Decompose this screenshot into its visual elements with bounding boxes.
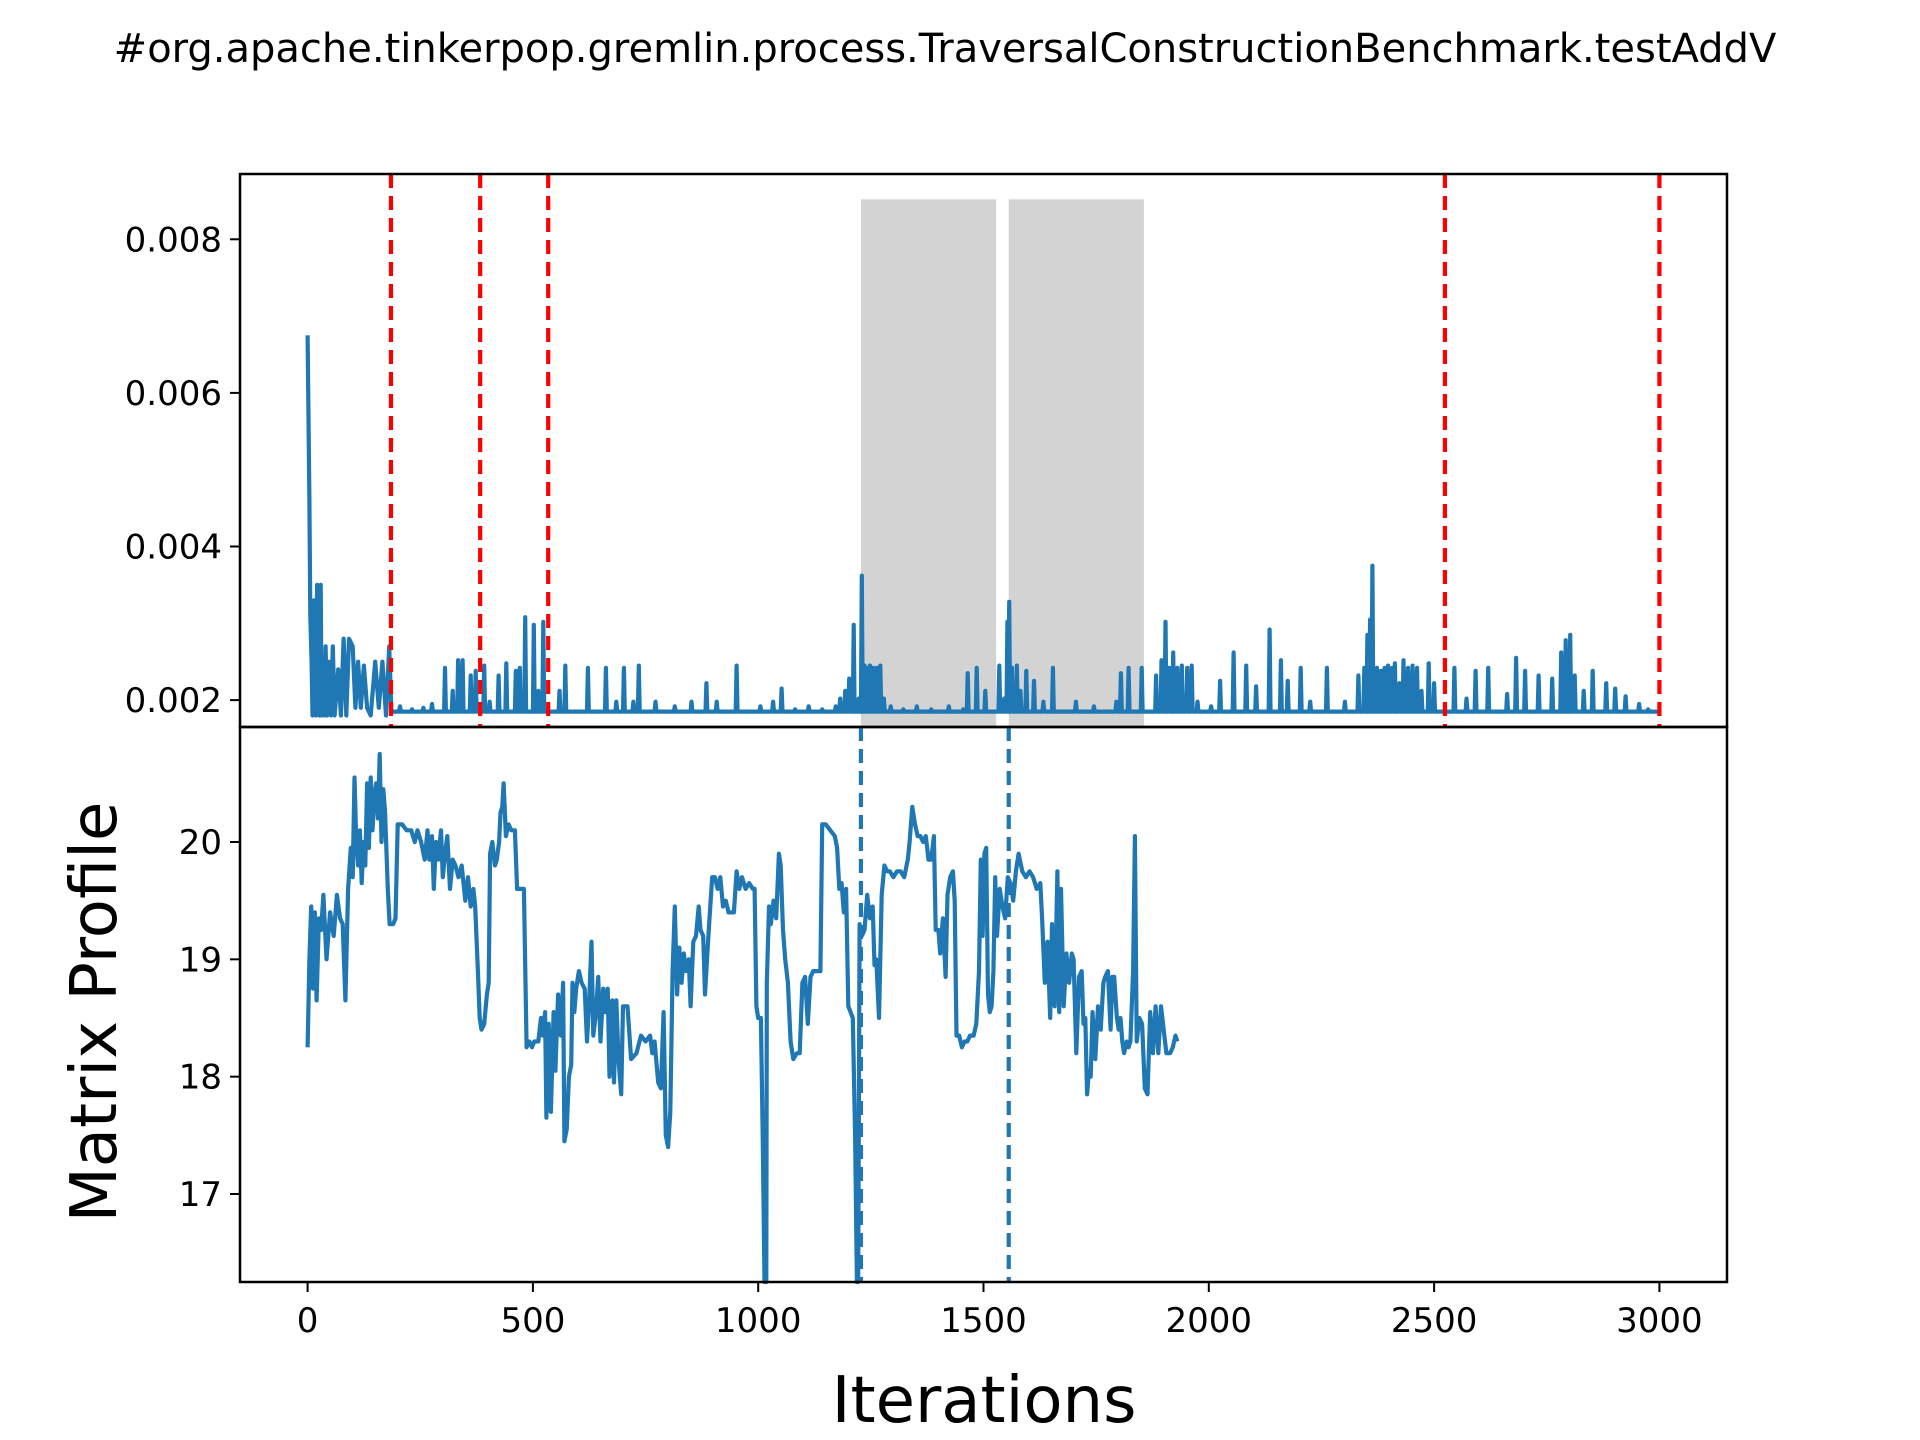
x-tick-label: 2000 <box>1166 1301 1253 1341</box>
bottom-y-tick-label: 19 <box>179 940 222 980</box>
x-tick-label: 3000 <box>1616 1301 1703 1341</box>
y-axis-label: Matrix Profile <box>58 802 132 1223</box>
matrix-profile-line <box>305 751 1180 1285</box>
x-tick-label: 2500 <box>1391 1301 1478 1341</box>
discord-shade-region-1 <box>860 199 997 728</box>
x-tick-label: 0 <box>297 1301 319 1341</box>
bottom-y-tick-label: 17 <box>179 1175 222 1215</box>
x-axis-label: Iterations <box>832 1364 1137 1438</box>
top-y-tick-label: 0.008 <box>125 220 222 260</box>
x-tick-label: 1000 <box>715 1301 802 1341</box>
top-y-tick-label: 0.006 <box>125 374 222 414</box>
bottom-y-tick-label: 18 <box>179 1058 222 1098</box>
measurement-series-line <box>305 335 1660 718</box>
top-y-tick-label: 0.002 <box>125 681 222 721</box>
bottom-y-tick-label: 20 <box>179 823 222 863</box>
top-y-tick-label: 0.004 <box>125 528 222 568</box>
discord-shade-region-2 <box>1008 199 1144 728</box>
top-panel-measurements: 0.002 0.004 0.006 0.008 <box>125 172 1729 729</box>
x-tick-label: 1500 <box>940 1301 1027 1341</box>
figure-title: #org.apache.tinkerpop.gremlin.process.Tr… <box>114 26 1777 72</box>
x-tick-label: 500 <box>500 1301 565 1341</box>
bottom-panel-matrix-profile: 17 18 19 20 0 500 1000 1500 2000 2500 3000 <box>179 725 1729 1341</box>
